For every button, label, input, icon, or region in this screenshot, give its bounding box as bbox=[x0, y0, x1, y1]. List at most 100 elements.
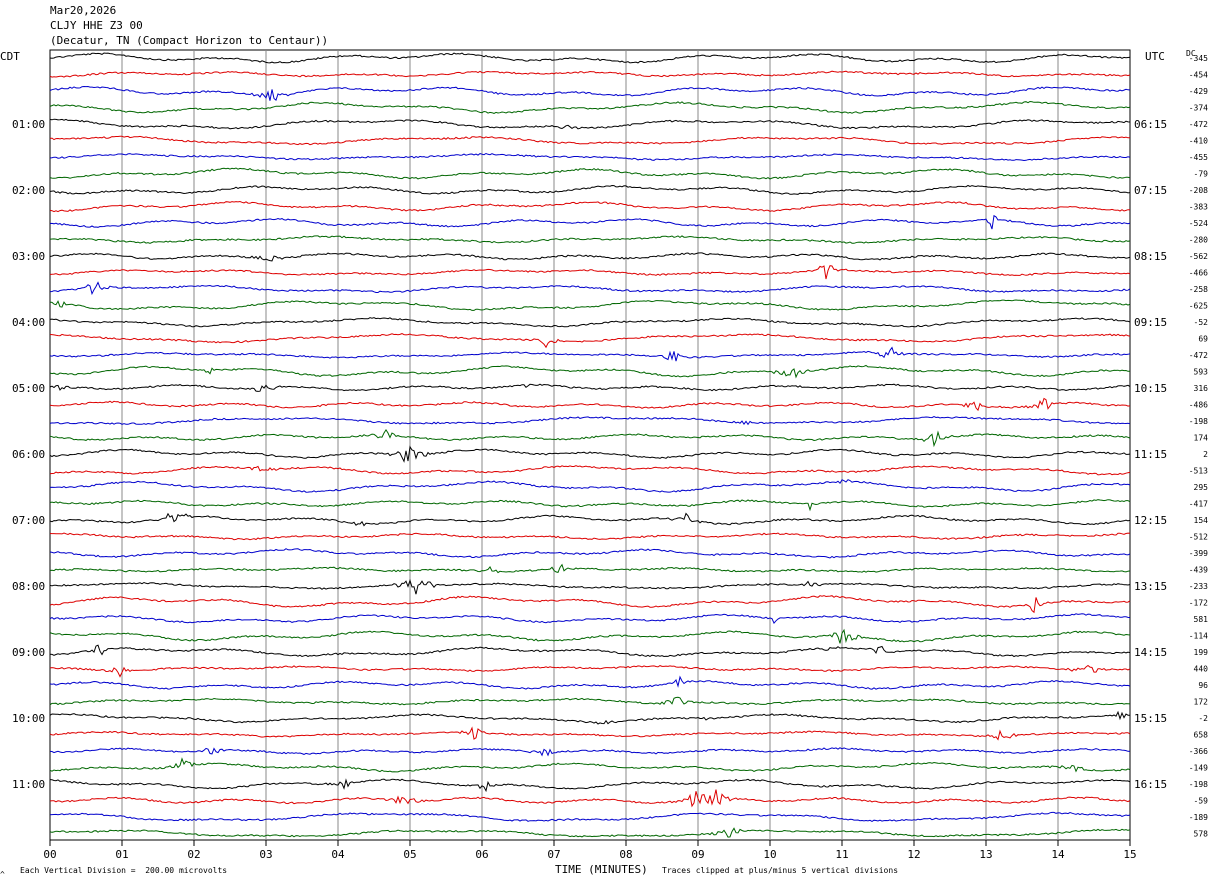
dc-offset-label: -625 bbox=[1189, 302, 1208, 311]
dc-offset-label: -374 bbox=[1189, 104, 1208, 113]
seismogram-trace bbox=[49, 281, 1131, 296]
dc-offset-label: -512 bbox=[1189, 533, 1208, 542]
dc-offset-label: -79 bbox=[1194, 170, 1209, 179]
x-tick-label: 11 bbox=[835, 848, 848, 861]
seismogram-trace bbox=[49, 532, 1131, 541]
seismogram-trace bbox=[49, 778, 1131, 793]
seismogram-trace bbox=[49, 499, 1131, 512]
plot-frame bbox=[49, 49, 1131, 841]
dc-offset-label: 440 bbox=[1194, 665, 1209, 674]
seismogram-trace bbox=[49, 512, 1131, 527]
x-tick-label: 00 bbox=[43, 848, 56, 861]
dc-offset-label: -366 bbox=[1189, 747, 1208, 756]
dc-offset-label: -280 bbox=[1189, 236, 1208, 245]
dc-offset-label: -486 bbox=[1189, 401, 1208, 410]
left-hour-label: 07:00 bbox=[12, 514, 45, 527]
dc-offset-label: -172 bbox=[1189, 599, 1208, 608]
x-tick-label: 05 bbox=[403, 848, 416, 861]
left-hour-label: 06:00 bbox=[12, 448, 45, 461]
right-hour-label: 09:15 bbox=[1134, 316, 1167, 329]
x-tick-label: 09 bbox=[691, 848, 704, 861]
dc-offset-label: -417 bbox=[1189, 500, 1208, 509]
dc-offset-label: -2 bbox=[1198, 714, 1208, 723]
left-hour-label: 01:00 bbox=[12, 118, 45, 131]
x-tick-label: 08 bbox=[619, 848, 632, 861]
dc-offset-label: 154 bbox=[1194, 516, 1209, 525]
seismogram-trace bbox=[49, 595, 1131, 614]
x-tick-label: 12 bbox=[907, 848, 920, 861]
dc-offset-label: -399 bbox=[1189, 549, 1208, 558]
seismogram-trace bbox=[49, 578, 1131, 595]
dc-offset-label: -472 bbox=[1189, 351, 1208, 360]
right-timezone-label: UTC bbox=[1145, 50, 1165, 63]
dc-offset-label: -258 bbox=[1189, 285, 1208, 294]
seismogram-trace bbox=[49, 726, 1131, 741]
seismogram-trace bbox=[49, 52, 1131, 64]
x-tick-label: 01 bbox=[115, 848, 128, 861]
seismogram-trace bbox=[49, 317, 1131, 328]
seismogram-trace bbox=[49, 664, 1131, 678]
seismogram-trace bbox=[49, 628, 1131, 644]
seismogram-trace bbox=[49, 710, 1130, 725]
left-hour-label: 05:00 bbox=[12, 382, 45, 395]
right-hour-label: 13:15 bbox=[1134, 580, 1167, 593]
seismogram-trace bbox=[49, 118, 1131, 130]
x-tick-label: 13 bbox=[979, 848, 992, 861]
seismogram-trace bbox=[49, 346, 1131, 362]
right-hour-label: 14:15 bbox=[1134, 646, 1167, 659]
dc-offset-label: 69 bbox=[1198, 335, 1208, 344]
seismogram-trace bbox=[49, 644, 1131, 658]
dc-offset-label: -410 bbox=[1189, 137, 1208, 146]
dc-offset-label: -52 bbox=[1194, 318, 1209, 327]
dc-offset-label: -114 bbox=[1189, 632, 1208, 641]
seismogram-trace bbox=[49, 70, 1131, 78]
left-hour-label: 03:00 bbox=[12, 250, 45, 263]
seismogram-trace bbox=[49, 184, 1131, 195]
left-hour-label: 10:00 bbox=[12, 712, 45, 725]
seismogram-trace bbox=[49, 200, 1131, 213]
clip-note: Traces clipped at plus/minus 5 vertical … bbox=[662, 866, 899, 875]
seismogram-trace bbox=[49, 757, 1131, 773]
seismogram-trace bbox=[49, 747, 1131, 757]
seismogram-trace bbox=[49, 416, 1131, 426]
right-hour-label: 10:15 bbox=[1134, 382, 1167, 395]
seismogram-trace bbox=[49, 252, 1131, 262]
seismogram-trace bbox=[49, 811, 1131, 822]
seismogram-trace bbox=[49, 613, 1131, 625]
dc-offset-label: -513 bbox=[1189, 467, 1208, 476]
x-tick-label: 02 bbox=[187, 848, 200, 861]
seismogram-trace bbox=[49, 675, 1131, 690]
seismogram-trace bbox=[49, 167, 1131, 180]
seismogram-trace bbox=[49, 299, 1131, 311]
dc-offset-label: -524 bbox=[1189, 219, 1208, 228]
seismogram-trace bbox=[49, 548, 1131, 559]
dc-offset-label: -198 bbox=[1189, 417, 1208, 426]
dc-offset-label: -454 bbox=[1189, 71, 1208, 80]
dc-offset-label: -208 bbox=[1189, 186, 1208, 195]
right-hour-label: 15:15 bbox=[1134, 712, 1167, 725]
left-hour-label: 02:00 bbox=[12, 184, 45, 197]
scale-note: Each Vertical Division = 200.00 microvol… bbox=[20, 866, 228, 875]
dc-offset-label: -149 bbox=[1189, 764, 1208, 773]
corner-mark: ^ bbox=[0, 870, 5, 879]
right-hour-label: 06:15 bbox=[1134, 118, 1167, 131]
left-hour-label: 09:00 bbox=[12, 646, 45, 659]
dc-offset-label: -455 bbox=[1189, 153, 1208, 162]
dc-offset-label: -562 bbox=[1189, 252, 1208, 261]
seismogram-trace bbox=[49, 152, 1131, 162]
dc-offset-label: -198 bbox=[1189, 780, 1208, 789]
seismogram-trace bbox=[49, 696, 1131, 706]
dc-offset-label: 174 bbox=[1194, 434, 1209, 443]
dc-offset-label: -345 bbox=[1189, 54, 1208, 63]
dc-offset-label: 593 bbox=[1194, 368, 1209, 377]
right-hour-label: 16:15 bbox=[1134, 778, 1167, 791]
dc-offset-label: -429 bbox=[1189, 87, 1208, 96]
seismogram-trace bbox=[49, 235, 1131, 244]
dc-offset-label: 578 bbox=[1194, 830, 1209, 839]
x-tick-label: 07 bbox=[547, 848, 560, 861]
right-hour-label: 08:15 bbox=[1134, 250, 1167, 263]
dc-offset-label: -472 bbox=[1189, 120, 1208, 129]
dc-offset-label: 96 bbox=[1198, 681, 1208, 690]
